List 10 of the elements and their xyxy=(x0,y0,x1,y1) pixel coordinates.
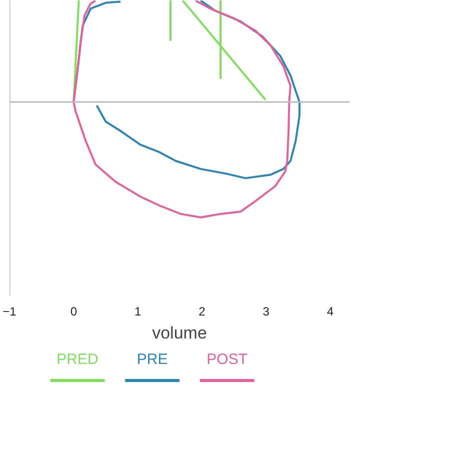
x-axis-title: volume xyxy=(152,324,207,342)
x-tick-label: 0 xyxy=(70,304,78,318)
text: PRE xyxy=(136,351,168,368)
x-tick-label: 3 xyxy=(262,304,270,318)
x-tick-label: −1 xyxy=(2,304,17,318)
text: POST xyxy=(206,351,248,368)
x-tick-label: 1 xyxy=(134,304,142,318)
x-tick-label: 4 xyxy=(326,304,334,318)
x-tick-label: 2 xyxy=(198,304,206,318)
text: PRED xyxy=(56,351,99,368)
